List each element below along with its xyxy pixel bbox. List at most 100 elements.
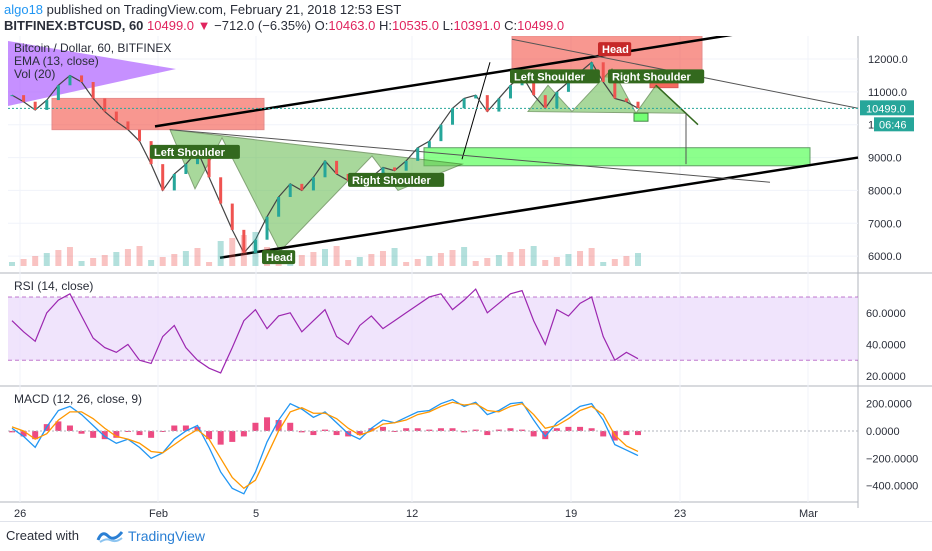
volume-bar [391, 248, 398, 266]
macd-histogram-bar [229, 430, 236, 442]
candle [555, 91, 559, 109]
macd-histogram-bar [136, 430, 143, 436]
volume-bar [252, 232, 259, 266]
macd-histogram-bar [588, 428, 595, 431]
macd-histogram-bar [472, 429, 479, 431]
macd-histogram-bar [403, 428, 410, 431]
tradingview-brand[interactable]: TradingView [128, 528, 206, 544]
macd-legend: MACD (12, 26, close, 9) [14, 392, 142, 406]
macd-histogram-bar [206, 430, 213, 440]
lower-channel-line [219, 156, 859, 260]
candle [184, 164, 188, 174]
volume-bar [542, 260, 549, 266]
close-label: C: [504, 18, 518, 33]
volume-bar [356, 257, 363, 266]
candle [138, 129, 142, 142]
macd-histogram-bar [553, 428, 560, 431]
macd-histogram-bar [310, 430, 317, 436]
macd-histogram-bar [577, 426, 584, 431]
candle [311, 177, 315, 191]
volume-bar [124, 249, 131, 266]
candle [416, 147, 420, 161]
candle [601, 62, 605, 82]
candle [288, 183, 292, 197]
last-price-tag-label: 10499.0 [866, 103, 906, 115]
volume-bar [20, 259, 27, 266]
candle [114, 111, 118, 122]
rsi-tick-label: 20.0000 [866, 371, 906, 383]
countdown-tag [874, 117, 914, 132]
macd-histogram-bar [113, 430, 120, 438]
breakout-line [461, 62, 491, 160]
close-value: 10499.0 [517, 18, 565, 33]
chart-area[interactable]: Left Shoulder Head Right Shoulder Left Shou… [0, 36, 932, 522]
volume-bar [577, 251, 584, 266]
volume-bar [519, 249, 526, 266]
macd-histogram-bar [90, 430, 97, 438]
macd-histogram-bar [635, 430, 641, 436]
macd-histogram-bar [542, 430, 549, 440]
volume-bar [345, 260, 352, 266]
pattern-label: Right Shoulder [612, 71, 692, 83]
pattern-label-box [598, 42, 632, 57]
candle [590, 62, 594, 73]
macd-histogram-bar [252, 422, 259, 431]
macd-histogram-bar [565, 426, 572, 431]
volume-bar [136, 246, 143, 266]
macd-histogram-bar [148, 430, 155, 438]
candle [277, 197, 281, 217]
publish-line: algo18 published on TradingView.com, Feb… [4, 2, 401, 17]
volume-bar [472, 261, 479, 266]
volume-bar [159, 257, 166, 266]
symbol-line: BITFINEX:BTCUSD, 60 10499.0 ▼ −712.0 (−6… [4, 18, 564, 33]
time-tick-label: 12 [406, 508, 418, 520]
pattern-label-box [262, 250, 296, 265]
candle [508, 85, 512, 99]
price-tick-label: 11000.0 [868, 87, 907, 99]
macd-histogram-bar [171, 425, 178, 431]
volume-bar [507, 252, 514, 266]
chart-title: Bitcoin / Dollar, 60, BITFINEX [14, 41, 171, 55]
neckline [169, 129, 771, 183]
volume-bar [194, 248, 201, 266]
publish-info: published on TradingView.com, February 2… [46, 2, 402, 17]
volume-bar [437, 253, 444, 266]
created-with-label: Created with [6, 528, 79, 543]
candle [56, 85, 60, 101]
volume-bar [403, 262, 410, 266]
volume-bar [484, 258, 491, 266]
flag-pattern [8, 41, 176, 106]
candle [462, 98, 466, 109]
macd-histogram-bar [78, 430, 85, 434]
macd-histogram-bar [20, 430, 27, 437]
macd-histogram-bar [287, 422, 294, 431]
high-label: H: [379, 18, 392, 33]
projection-line [655, 84, 699, 126]
demand-zone [423, 147, 811, 167]
volume-bar [101, 255, 108, 266]
inverse-hs-pattern [169, 129, 464, 253]
candle [485, 95, 489, 112]
symbol-label: BITFINEX:BTCUSD, 60 [4, 18, 144, 33]
candle [219, 177, 223, 204]
candle [566, 82, 570, 92]
rsi-tick-label: 60.0000 [866, 308, 906, 320]
volume-bar [55, 250, 62, 266]
open-label: O: [314, 18, 329, 33]
low-value: 10391.0 [453, 18, 501, 33]
macd-tick-label: −400.0000 [866, 481, 918, 493]
rsi-line [11, 288, 639, 374]
macd-histogram-bar [426, 429, 433, 431]
candle [474, 95, 478, 99]
signal-line [11, 401, 639, 490]
countdown-label: 06:46 [879, 119, 907, 131]
macd-histogram-bar [600, 430, 607, 437]
tradingview-logo-icon[interactable] [96, 526, 124, 551]
macd-histogram-bar [275, 420, 282, 431]
macd-tick-label: −200.0000 [866, 453, 918, 465]
macd-histogram-bar [159, 430, 166, 432]
down-arrow-icon: ▼ [197, 18, 211, 33]
macd-histogram-bar [461, 430, 468, 433]
pattern-label: Head [266, 252, 293, 264]
author-link[interactable]: algo18 [4, 2, 44, 17]
